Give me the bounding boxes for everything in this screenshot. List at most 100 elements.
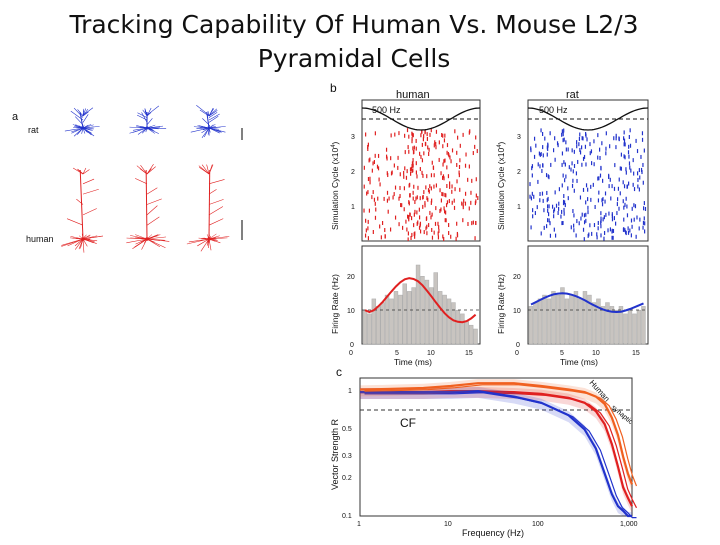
rat-rate-bar: [534, 303, 538, 344]
c-xtick-100: 100: [532, 521, 544, 528]
human-label: human: [26, 234, 54, 244]
human-rate-bar: [452, 303, 456, 344]
neuron-oblique-human-1: [147, 188, 157, 194]
neuron-oblique-rat-1: [147, 118, 152, 124]
human-freq-label: 500 Hz: [372, 105, 401, 115]
c-ytick-0.3: 0.3: [342, 453, 352, 460]
human-rate-bar: [372, 299, 376, 344]
human-rate-bar: [363, 310, 367, 344]
panel-c-ylabel: Vector Strength R: [330, 418, 340, 490]
human-rate-bar: [367, 314, 371, 344]
rat-rate-bar: [561, 288, 565, 344]
c-ytick-0.1: 0.1: [342, 513, 352, 520]
neuron-tuft-human-1: [147, 169, 151, 174]
panel-b-letter: b: [330, 81, 337, 95]
human-raster-ytick-3: 3: [351, 134, 355, 141]
neuron-tuft-rat-2: [200, 110, 209, 116]
rat-rate-ytick-10: 10: [513, 308, 521, 315]
neuron-oblique-human-0: [83, 208, 97, 214]
rat-rate-ylabel: Firing Rate (Hz): [496, 274, 506, 334]
human-xlabel: Time (ms): [394, 357, 432, 367]
rat-rate-bar: [606, 303, 610, 344]
rat-rate-bar: [592, 303, 596, 344]
panel-bc-svg: b human rat 500 Hz 500 Hz Simulation Cyc…: [314, 78, 684, 540]
neuron-oblique-human-2: [209, 219, 223, 226]
neuron-soma-rat-0: [82, 127, 85, 130]
human-rate-bar: [381, 303, 385, 344]
human-xtick-10: 10: [427, 350, 435, 357]
rat-rate-bar: [529, 306, 533, 344]
human-raster-ytick-1: 1: [351, 204, 355, 211]
rat-raster-panel: 500 Hz: [528, 100, 648, 241]
rat-rate-bar: [556, 295, 560, 344]
human-rate-ytick-10: 10: [347, 308, 355, 315]
human-rate-panel: [362, 246, 480, 344]
neuron-oblique-human-0: [83, 189, 99, 194]
human-rate-bar: [469, 325, 473, 344]
human-xtick-0: 0: [349, 350, 353, 357]
human-xtick-5: 5: [395, 350, 399, 357]
c-xtick-10: 10: [444, 521, 452, 528]
neuron-oblique-human-0: [67, 219, 83, 226]
slide-title-line-1: Tracking Capability Of Human Vs. Mouse L…: [0, 8, 708, 42]
human-rate-bar: [434, 273, 438, 344]
rat-rate-bar: [552, 291, 556, 344]
human-rate-bar: [385, 295, 389, 344]
rat-raster-ytick-1: 1: [517, 204, 521, 211]
neuron-oblique-human-2: [209, 179, 225, 183]
human-rate-ytick-0: 0: [350, 342, 354, 349]
c-ytick-0.2: 0.2: [342, 475, 352, 482]
panel-a-neuron-morphology: a rat human: [0, 82, 298, 262]
human-rate-bar: [438, 291, 442, 344]
human-rate-bar: [447, 299, 451, 344]
neuron-oblique-rat-0: [74, 108, 83, 118]
cf-label: CF: [400, 416, 416, 430]
panel-bc-figure: b human rat 500 Hz 500 Hz Simulation Cyc…: [314, 78, 684, 540]
human-title: human: [396, 89, 430, 101]
rat-rate-bar: [601, 306, 605, 344]
human-rate-bar: [412, 288, 416, 344]
rat-rate-bar: [543, 295, 547, 344]
rat-rate-bar: [538, 299, 542, 344]
rat-rate-bar: [579, 299, 583, 344]
rat-xtick-15: 15: [632, 350, 640, 357]
rat-xlabel: Time (ms): [560, 357, 598, 367]
neuron-oblique-human-1: [147, 206, 157, 215]
neuron-basal-human-0: [83, 239, 84, 253]
neuron-drawings: [61, 105, 229, 252]
rat-rate-ytick-0: 0: [516, 342, 520, 349]
neuron-oblique-human-2: [209, 206, 223, 214]
neuron-oblique-human-2: [209, 189, 217, 194]
human-rate-ytick-20: 20: [347, 274, 355, 281]
neuron-oblique-human-0: [83, 179, 94, 184]
human-rate-bar: [474, 329, 478, 344]
neuron-tuft-human-0: [73, 168, 83, 174]
rat-freq-label: 500 Hz: [539, 105, 568, 115]
neuron-oblique-human-1: [147, 199, 162, 205]
panel-a-figure: a rat human: [0, 82, 298, 262]
rat-rate-panel: [528, 246, 648, 344]
neuron-soma-human-0: [81, 237, 85, 241]
rat-xtick-5: 5: [560, 350, 564, 357]
neuron-soma-rat-1: [146, 127, 149, 130]
neuron-oblique-human-0: [76, 199, 83, 204]
rat-rate-bar: [570, 295, 574, 344]
panel-a-letter: a: [12, 111, 19, 123]
rat-rate-bar: [565, 299, 569, 344]
slide-title-line-2: Pyramidal Cells: [0, 42, 708, 76]
neuron-oblique-human-1: [147, 217, 159, 225]
vector-strength-panel: CF Human synaptic: [360, 378, 637, 518]
neuron-oblique-human-1: [135, 178, 147, 183]
neuron-oblique-rat-1: [137, 115, 147, 120]
neuron-soma-human-1: [145, 237, 149, 241]
rat-rate-ytick-20: 20: [513, 274, 521, 281]
neuron-soma-rat-2: [208, 127, 211, 130]
panel-c-letter: c: [336, 365, 342, 379]
c-ytick-1: 1: [348, 388, 352, 395]
human-rate-bar: [398, 295, 402, 344]
rat-rate-bar: [624, 314, 628, 344]
c-xtick-1000: 1,000: [620, 521, 638, 528]
rat-title: rat: [566, 89, 579, 101]
neuron-tuft-human-2: [209, 165, 213, 174]
human-rate-bar: [460, 314, 464, 344]
